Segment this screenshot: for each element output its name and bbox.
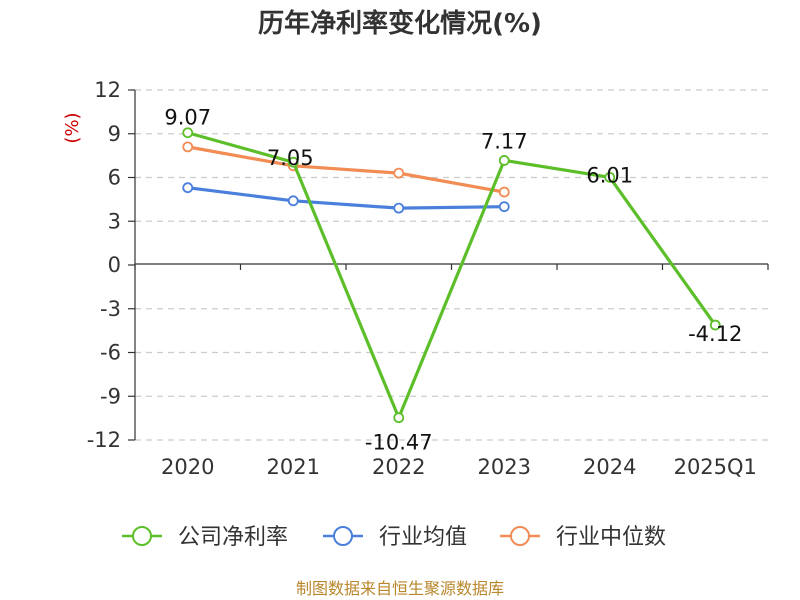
data-point xyxy=(498,155,510,166)
data-point xyxy=(182,182,194,194)
data-point xyxy=(182,127,194,139)
legend-label: 行业中位数 xyxy=(556,525,666,550)
y-tick-label: -9 xyxy=(100,384,121,408)
data-point xyxy=(287,156,299,168)
source-note: 制图数据来自恒生聚源数据库 xyxy=(296,579,504,598)
data-label: -4.12 xyxy=(688,322,742,346)
data-point xyxy=(287,195,299,207)
x-tick-label: 2021 xyxy=(267,455,320,479)
y-tick-label: -3 xyxy=(100,297,121,321)
data-point xyxy=(393,412,405,424)
data-label: 7.17 xyxy=(481,129,528,153)
tick-labels: 12 9 6 3 0 -3 -6 -9 -12 2020 2021 2022 2023 2024 2025Q… xyxy=(87,78,757,479)
series-line-0 xyxy=(187,131,717,420)
data-point xyxy=(498,186,510,198)
data-label: 9.07 xyxy=(164,106,211,130)
y-unit-label: (%) xyxy=(62,112,83,143)
y-tick-label: 6 xyxy=(108,166,121,190)
chart-title: 历年净利率变化情况(%) xyxy=(258,8,542,39)
x-tick-label: 2022 xyxy=(372,455,425,479)
legend-marker xyxy=(510,526,530,546)
data-point xyxy=(604,171,616,183)
x-tick-label: 2020 xyxy=(161,455,214,479)
legend-marker xyxy=(132,526,152,546)
series-layer xyxy=(182,127,721,424)
y-tick-label: 12 xyxy=(94,78,121,102)
x-tick-label: 2025Q1 xyxy=(674,455,757,479)
y-tick-label: 3 xyxy=(108,209,121,233)
x-tick-label: 2024 xyxy=(583,455,636,479)
y-tick-label: 0 xyxy=(108,253,121,277)
y-tick-label: -6 xyxy=(100,341,121,365)
x-tick-label: 2023 xyxy=(478,455,531,479)
series-line-1 xyxy=(187,186,505,210)
legend-label: 行业均值 xyxy=(379,525,467,550)
data-labels: 9.07 7.05 -10.47 7.17 6.01 -4.12 xyxy=(164,106,742,455)
axes xyxy=(128,89,769,441)
legend: 公司净利率 行业均值 行业中位数 xyxy=(122,525,666,550)
data-point xyxy=(498,201,510,213)
data-point xyxy=(393,167,405,179)
data-label: 6.01 xyxy=(586,163,633,187)
data-label: 7.05 xyxy=(267,146,314,170)
data-label: -10.47 xyxy=(365,431,433,455)
y-tick-label: -12 xyxy=(87,428,121,452)
legend-label: 公司净利率 xyxy=(178,525,288,550)
series-line-2 xyxy=(187,145,505,194)
data-point xyxy=(182,141,194,153)
data-point xyxy=(709,319,721,331)
y-tick-label: 9 xyxy=(108,122,121,146)
legend-marker xyxy=(333,526,353,546)
data-point xyxy=(393,202,405,214)
